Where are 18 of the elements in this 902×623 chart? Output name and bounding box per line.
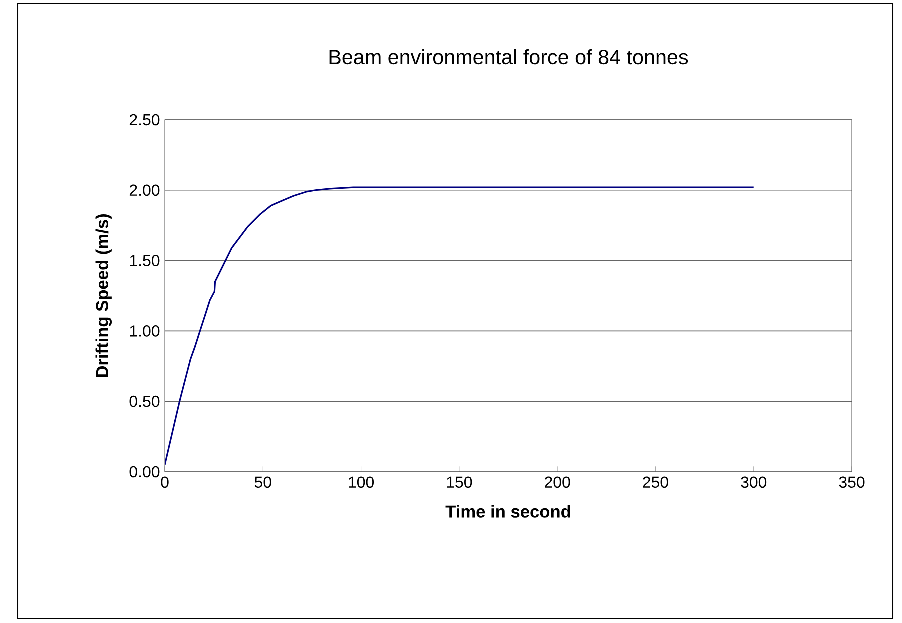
y-tick-label: 0.00 [130, 466, 160, 478]
line-series [165, 186, 755, 466]
chart-title: Beam environmental force of 84 tonnes [330, 49, 688, 65]
x-tick-label: 250 [643, 476, 668, 488]
y-tick-label: 2.50 [130, 114, 160, 126]
y-tick-label: 2.00 [130, 184, 160, 196]
y-tick-label: 1.50 [130, 255, 160, 266]
x-tick-label: 350 [839, 476, 865, 488]
x-tick-label: 200 [545, 476, 570, 488]
x-tick-label: 150 [447, 476, 472, 488]
y-tick-label: 0.50 [130, 396, 160, 408]
x-tick-label: 100 [349, 476, 374, 488]
y-tick-label: 1.00 [130, 326, 160, 337]
y-axis-title: Drifting Speed (m/s) [96, 214, 112, 378]
x-tick-label: 0 [161, 476, 169, 488]
x-axis-title: Time in second [446, 505, 570, 518]
x-tick-label: 50 [254, 476, 272, 488]
x-tick-label: 300 [741, 476, 767, 488]
